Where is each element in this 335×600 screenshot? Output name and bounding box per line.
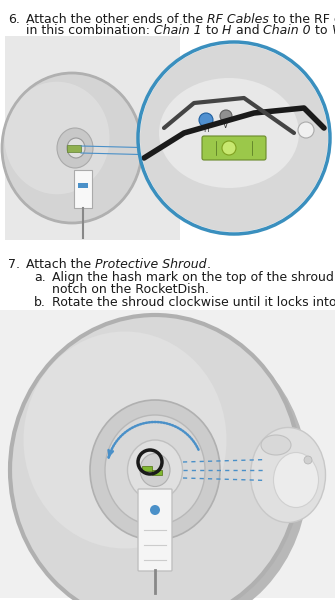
Text: to: to xyxy=(202,24,222,37)
Ellipse shape xyxy=(159,78,299,188)
Text: Attach the: Attach the xyxy=(26,258,95,271)
Text: Attach the other ends of the: Attach the other ends of the xyxy=(26,13,207,26)
Text: and: and xyxy=(231,24,263,37)
Bar xyxy=(0,310,335,598)
Text: b.: b. xyxy=(34,296,46,309)
Text: Chain 1: Chain 1 xyxy=(154,24,202,37)
Ellipse shape xyxy=(261,435,291,455)
Ellipse shape xyxy=(251,427,326,523)
Ellipse shape xyxy=(10,315,300,600)
Text: 7.: 7. xyxy=(8,258,20,271)
Text: to the RF connectors: to the RF connectors xyxy=(269,13,335,26)
Circle shape xyxy=(138,42,330,234)
Text: Rotate the shroud clockwise until it locks into place.: Rotate the shroud clockwise until it loc… xyxy=(52,296,335,309)
Bar xyxy=(74,170,92,208)
Ellipse shape xyxy=(273,452,319,508)
Bar xyxy=(67,145,81,152)
Text: H: H xyxy=(203,125,209,134)
Text: to: to xyxy=(311,24,331,37)
Text: Chain 0: Chain 0 xyxy=(263,24,311,37)
Circle shape xyxy=(140,44,328,232)
Text: Align the hash mark on the top of the shroud with the: Align the hash mark on the top of the sh… xyxy=(52,271,335,284)
FancyBboxPatch shape xyxy=(202,136,266,160)
Circle shape xyxy=(220,110,232,122)
Circle shape xyxy=(150,505,160,515)
Ellipse shape xyxy=(105,415,205,525)
Text: .: . xyxy=(207,258,211,271)
Circle shape xyxy=(199,113,213,127)
Ellipse shape xyxy=(67,138,85,158)
Text: H: H xyxy=(222,24,231,37)
Text: a.: a. xyxy=(34,271,46,284)
Text: V: V xyxy=(331,24,335,37)
Circle shape xyxy=(298,122,314,138)
Text: notch on the RocketDish.: notch on the RocketDish. xyxy=(52,283,209,296)
Ellipse shape xyxy=(18,323,308,600)
Circle shape xyxy=(222,141,236,155)
Text: Protective Shroud: Protective Shroud xyxy=(95,258,207,271)
Text: V: V xyxy=(223,121,228,130)
Bar xyxy=(142,466,152,471)
Circle shape xyxy=(304,456,312,464)
Ellipse shape xyxy=(140,454,170,487)
Bar xyxy=(5,36,180,240)
Ellipse shape xyxy=(90,400,220,540)
Bar xyxy=(78,183,88,188)
Ellipse shape xyxy=(57,128,93,168)
Bar xyxy=(152,470,162,475)
Text: RF Cables: RF Cables xyxy=(207,13,269,26)
FancyBboxPatch shape xyxy=(138,489,172,571)
Ellipse shape xyxy=(4,82,110,194)
Ellipse shape xyxy=(128,440,183,500)
Text: in this combination:: in this combination: xyxy=(26,24,154,37)
Ellipse shape xyxy=(23,331,226,548)
Ellipse shape xyxy=(2,73,142,223)
Text: 6.: 6. xyxy=(8,13,20,26)
